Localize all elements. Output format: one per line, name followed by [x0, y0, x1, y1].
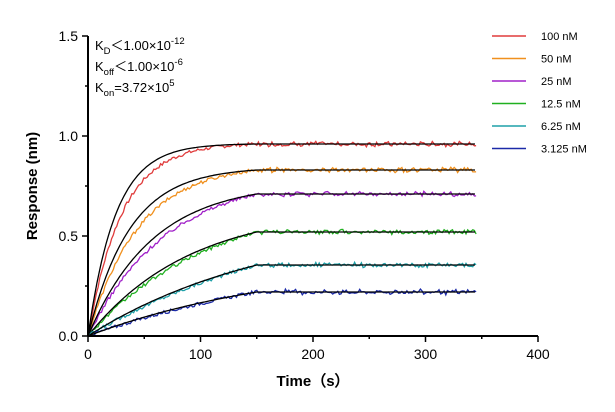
fit-line: [87, 169, 475, 337]
constant-subscript: D: [104, 46, 111, 57]
x-ticks: 0 100 200 300 400: [84, 336, 550, 362]
series-line: [87, 260, 477, 337]
constant-symbol: K: [95, 80, 104, 95]
x-tick-label: 100: [189, 346, 213, 362]
x-axis-title: Time（s）: [276, 372, 349, 390]
constant-symbol: K: [95, 38, 104, 53]
x-tick-label: 200: [301, 346, 325, 362]
legend-label: 12.5 nM: [541, 99, 581, 111]
legend-label: 50 nM: [541, 54, 572, 66]
curves-layer: [87, 140, 477, 337]
constant-value: =3.72×10: [114, 80, 169, 95]
constant-exponent: -6: [174, 57, 182, 68]
fit-line: [87, 264, 475, 337]
x-tick-label: 400: [526, 346, 550, 362]
constant-value: ＜1.00×10: [114, 59, 174, 74]
series-line: [87, 287, 477, 337]
x-tick-label: 300: [414, 346, 438, 362]
fit-line: [87, 291, 475, 337]
legend-label: 3.125 nM: [541, 144, 587, 156]
series-line: [87, 166, 477, 336]
legend: 100 nM 50 nM 25 nM 12.5 nM 6.25 nM 3.125 nM: [492, 31, 587, 156]
y-ticks: 0.0 0.5 1.0 1.5: [59, 28, 88, 344]
legend-label: 25 nM: [541, 76, 572, 88]
constant-symbol: K: [95, 59, 104, 74]
fit-line: [87, 143, 475, 337]
constant-subscript: off: [104, 67, 115, 78]
x-tick-label: 0: [84, 346, 92, 362]
kinetic-constant-off: Koff＜1.00×10-6: [95, 57, 183, 78]
constant-subscript: on: [104, 88, 115, 99]
kinetic-constant-d: KD＜1.00×10-12: [95, 36, 185, 57]
kinetic-constant-on: Kon=3.72×105: [95, 78, 175, 99]
constant-value: ＜1.00×10: [111, 38, 171, 53]
y-tick-label: 0.0: [59, 328, 79, 344]
y-tick-label: 1.0: [59, 128, 79, 144]
constant-exponent: -12: [171, 36, 185, 47]
y-axis-title: Response (nm): [24, 132, 41, 240]
fit-line: [87, 193, 475, 337]
fit-line: [87, 231, 475, 337]
constant-exponent: 5: [169, 78, 174, 89]
legend-label: 6.25 nM: [541, 121, 581, 133]
y-tick-label: 0.5: [59, 228, 79, 244]
legend-label: 100 nM: [541, 31, 578, 43]
y-tick-label: 1.5: [59, 28, 79, 44]
